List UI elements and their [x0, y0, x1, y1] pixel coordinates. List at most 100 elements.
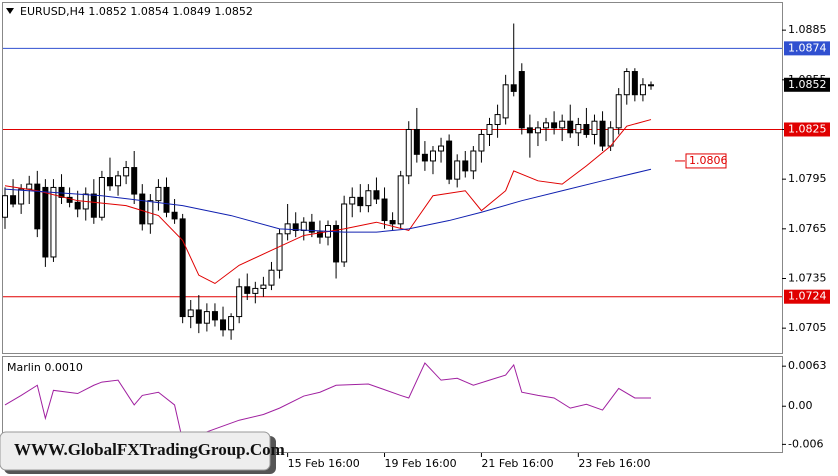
level-label-box: [784, 122, 830, 137]
candle-body: [373, 190, 380, 200]
candle-body: [543, 122, 550, 129]
annotation-label: 1.0806: [689, 154, 728, 167]
watermark-box: [0, 431, 271, 471]
level-label-box: [784, 41, 830, 56]
x-tick-label: 15 Feb 16:00: [288, 457, 360, 470]
candle-body: [123, 167, 130, 177]
candle-body: [446, 140, 453, 180]
candle-body: [252, 287, 259, 294]
candle-body: [260, 284, 267, 289]
candle-body: [599, 120, 606, 147]
candle-body: [300, 221, 307, 231]
price-label-box: [784, 77, 830, 92]
indicator-name: Marlin 0.0010: [7, 361, 83, 374]
candle-body: [381, 198, 388, 222]
candle-body: [534, 127, 541, 134]
x-tick-label: 19 Feb 16:00: [385, 457, 457, 470]
candle-body: [74, 201, 81, 210]
candle-body: [236, 286, 243, 318]
candle-body: [591, 120, 598, 135]
level-label-box: [784, 289, 830, 304]
candle-body: [526, 127, 533, 134]
candle-body: [615, 94, 622, 129]
candle-body: [648, 84, 654, 87]
candle-body: [203, 311, 210, 324]
moving-average: [4, 168, 652, 233]
candle-body: [397, 175, 404, 225]
candle-body: [365, 190, 372, 207]
candle-body: [421, 153, 428, 162]
candle-body: [413, 128, 420, 155]
candle-body: [639, 84, 646, 96]
candle-body: [106, 177, 113, 187]
candle-body: [131, 167, 138, 195]
candle-body: [26, 183, 33, 190]
y-tick-label: 1.0735: [788, 271, 827, 284]
candle-body: [10, 195, 17, 205]
y-tick-label: 1.0705: [788, 321, 827, 334]
indicator-panel: [2, 356, 783, 453]
candle-body: [341, 203, 348, 263]
candle-body: [518, 71, 525, 129]
indicator-line: [4, 362, 651, 442]
main-panel: [2, 2, 783, 354]
candle-body: [389, 220, 396, 225]
candle-body: [42, 186, 49, 258]
candle-body: [502, 84, 509, 119]
candle-body: [462, 160, 469, 172]
candle-body: [429, 150, 436, 162]
candle-body: [349, 196, 356, 205]
candle-body: [18, 188, 25, 205]
candle-body: [470, 150, 477, 172]
candle-body: [155, 186, 162, 202]
y-tick-label: 1.0765: [788, 222, 827, 235]
y-tick-label: 1.0795: [788, 172, 827, 185]
x-tick-label: 21 Feb 16:00: [481, 457, 553, 470]
y2-tick-label: 0.0063: [788, 359, 827, 372]
candle-body: [551, 122, 558, 129]
candle-body: [171, 211, 178, 220]
candle-body: [139, 193, 146, 225]
candle-body: [631, 71, 638, 96]
candle-body: [244, 286, 251, 294]
level-label: 1.0724: [788, 290, 827, 303]
candle-body: [115, 175, 122, 187]
candle-body: [623, 71, 630, 96]
candle-body: [187, 309, 194, 318]
candle-body: [50, 186, 57, 258]
y2-tick-label: 0.00: [788, 399, 813, 412]
candle-body: [90, 193, 97, 218]
candle-body: [316, 231, 323, 238]
candle-body: [405, 128, 412, 177]
candle-body: [559, 120, 566, 129]
candle-body: [228, 316, 235, 331]
candle-body: [454, 160, 461, 180]
candle-body: [220, 319, 227, 331]
candle-body: [98, 177, 105, 218]
level-label: 1.0825: [788, 122, 827, 135]
chart-title: EURUSD,H4 1.0852 1.0854 1.0849 1.0852: [20, 5, 253, 18]
candle-body: [2, 195, 8, 218]
watermark: WWW.GlobalFXTradingGroup.Com: [14, 440, 285, 459]
candle-body: [195, 309, 202, 324]
candle-body: [575, 124, 582, 134]
candle-body: [268, 269, 275, 286]
candle-body: [357, 196, 364, 207]
y-tick-label: 1.0885: [788, 23, 827, 36]
candle-body: [179, 218, 186, 318]
candle-body: [438, 145, 445, 152]
dropdown-icon[interactable]: [6, 8, 14, 14]
moving-average: [4, 119, 652, 285]
price-label: 1.0852: [788, 78, 827, 91]
candle-body: [308, 221, 315, 233]
candle-body: [583, 124, 590, 135]
candle-body: [333, 225, 340, 263]
y2-tick-label: -0.006: [788, 437, 823, 450]
candle-body: [292, 223, 299, 231]
candle-body: [486, 124, 493, 135]
annotation-box: [685, 153, 727, 169]
candle-body: [163, 186, 170, 213]
candle-body: [567, 120, 574, 134]
